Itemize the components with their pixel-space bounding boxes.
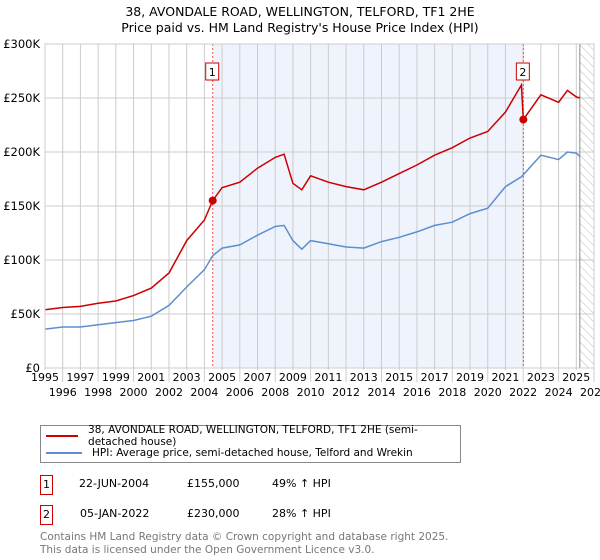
y-tick-label: £250K	[3, 91, 40, 105]
x-tick-label: 1997	[66, 371, 94, 384]
x-tick-label: 2013	[350, 371, 378, 384]
sale-label-box	[515, 62, 530, 81]
x-tick-label: 2012	[332, 386, 360, 399]
x-tick-label: 2021	[491, 371, 519, 384]
sale-point	[208, 196, 217, 205]
x-tick-label: 2014	[367, 386, 395, 399]
x-tick-label: 2006	[226, 386, 254, 399]
sale-price: £230,000	[187, 507, 240, 520]
legend-label-property: 38, AVONDALE ROAD, WELLINGTON, TELFORD, …	[88, 424, 418, 448]
x-tick-label: 2007	[244, 371, 272, 384]
chart-title: 38, AVONDALE ROAD, WELLINGTON, TELFORD, …	[125, 4, 475, 19]
x-tick-label: 1996	[49, 386, 77, 399]
legend-line-property	[46, 435, 79, 437]
x-tick-label: 2019	[456, 371, 484, 384]
x-tick-label: 2023	[527, 371, 555, 384]
sale-number-badge: 2	[40, 505, 53, 525]
x-tick-label: 2001	[137, 371, 165, 384]
x-tick-label: 2018	[438, 386, 466, 399]
x-tick-label: 1999	[102, 371, 130, 384]
x-tick-label: 2020	[474, 386, 502, 399]
x-tick-label: 2003	[173, 371, 201, 384]
x-tick-label: 2009	[279, 371, 307, 384]
x-tick-label: 1998	[84, 386, 112, 399]
x-tick-label: 2022	[509, 386, 537, 399]
chart-subtitle: Price paid vs. HM Land Registry's House …	[121, 20, 479, 35]
x-tick-label: 2015	[385, 371, 413, 384]
legend: 38, AVONDALE ROAD, WELLINGTON, TELFORD, …	[40, 424, 461, 463]
footer-line: Contains HM Land Registry data © Crown c…	[40, 531, 449, 543]
x-tick-label: 2017	[421, 371, 449, 384]
sale-date: 05-JAN-2022	[80, 507, 150, 520]
x-tick-label: 2024	[545, 386, 573, 399]
sale-label-box	[205, 62, 220, 81]
x-tick-label: 2011	[314, 371, 342, 384]
x-tick-label: 2000	[120, 386, 148, 399]
legend-line-hpi	[46, 452, 82, 454]
y-tick-label: £50K	[11, 307, 41, 321]
property-price-line	[44, 82, 581, 311]
sale-hpi-diff: 49% ↑ HPI	[272, 477, 331, 490]
y-tick-label: £0	[25, 361, 40, 375]
sale-label: 2	[519, 66, 526, 79]
x-tick-label: 2008	[261, 386, 289, 399]
y-tick-label: £300K	[3, 37, 40, 51]
sale-price: £155,000	[187, 477, 240, 490]
y-tick-label: £100K	[3, 253, 40, 267]
price-chart: 1995 1996 1997 1998 1999 2000 2001 2002 2003 2004…	[3, 37, 600, 399]
footer-line: This data is licensed under the Open Gov…	[40, 544, 375, 556]
sale-point	[519, 115, 528, 124]
plot-border	[44, 43, 595, 369]
sale-hpi-diff: 28% ↑ HPI	[272, 507, 331, 520]
x-tick-label: 2025	[562, 371, 590, 384]
footer: Contains HM Land Registry data © Crown c…	[40, 531, 448, 557]
sale-label: 1	[209, 66, 216, 79]
x-tick-label: 2004	[190, 386, 218, 399]
y-tick-label: £200K	[3, 145, 40, 159]
legend-label-hpi: HPI: Average price, semi-detached house,…	[92, 447, 413, 459]
y-tick-label: £150K	[3, 199, 40, 213]
x-tick-label: 2005	[208, 371, 236, 384]
sale-number-badge: 1	[40, 475, 53, 495]
x-tick-label: 2002	[155, 386, 183, 399]
x-tick-label: 2010	[297, 386, 325, 399]
x-tick-label: 2016	[403, 386, 431, 399]
x-tick-label: 1995	[31, 371, 59, 384]
hpi-line	[44, 151, 581, 330]
x-tick-label: 2026	[580, 386, 600, 399]
sale-date: 22-JUN-2004	[79, 477, 150, 490]
